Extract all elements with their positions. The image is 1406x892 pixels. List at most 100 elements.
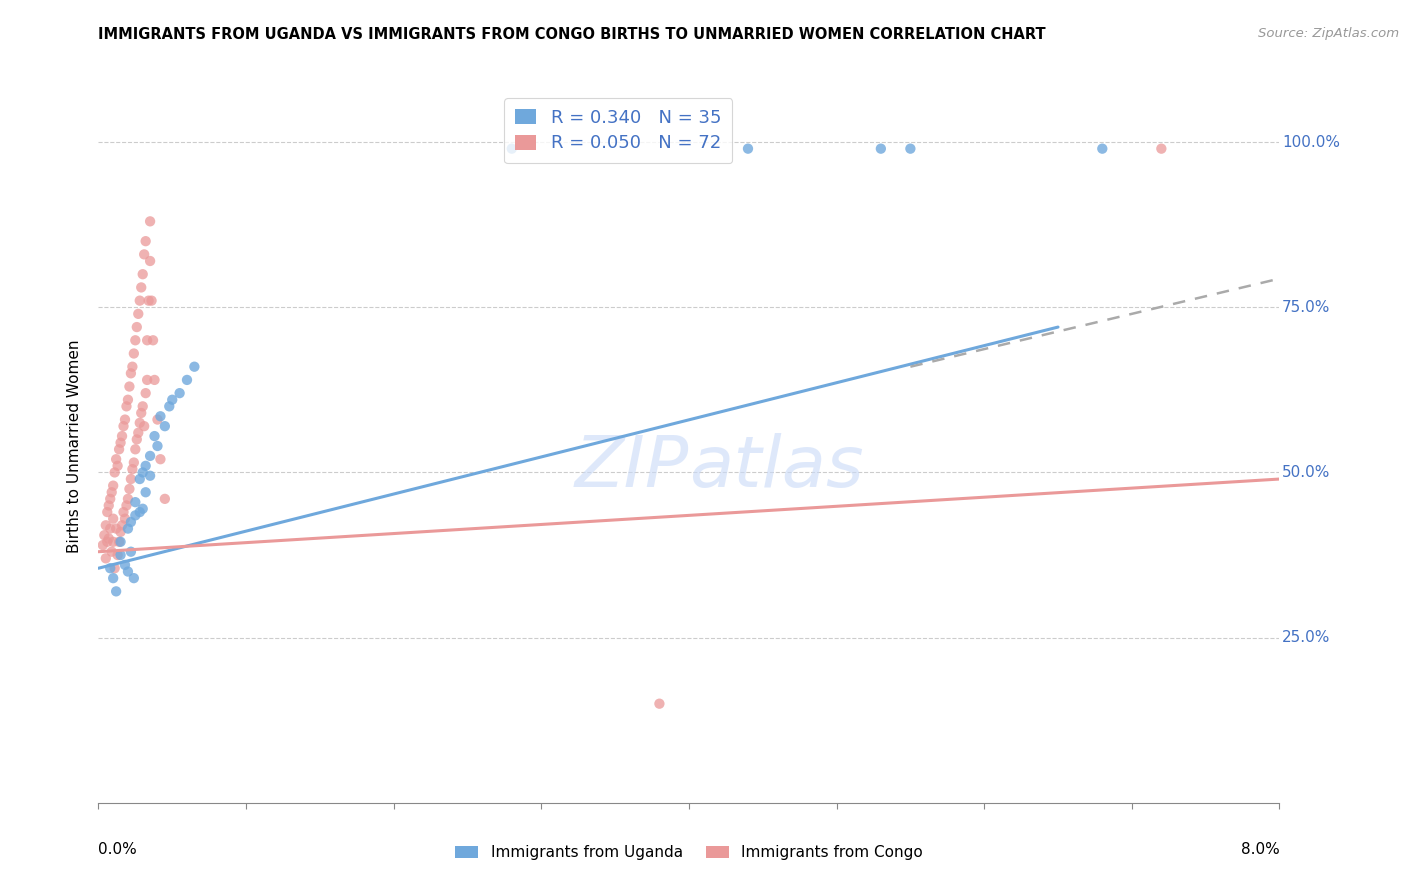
Point <box>128 293 150 308</box>
Point <box>128 472 150 486</box>
Point <box>124 442 146 457</box>
Point <box>139 254 162 268</box>
Point <box>120 472 142 486</box>
Point <box>100 485 122 500</box>
Point <box>94 518 117 533</box>
Point <box>121 359 143 374</box>
Point <box>120 367 142 381</box>
Point <box>1150 142 1173 156</box>
Point <box>1091 142 1114 156</box>
Point <box>105 452 128 467</box>
Point <box>125 320 148 334</box>
Point <box>98 522 121 536</box>
Point <box>104 561 127 575</box>
Point <box>118 379 141 393</box>
Text: 0.0%: 0.0% <box>98 842 138 857</box>
Point <box>103 511 124 525</box>
Point <box>110 435 132 450</box>
Point <box>129 406 152 420</box>
Point <box>153 491 176 506</box>
Point <box>162 392 183 407</box>
Text: 75.0%: 75.0% <box>1282 300 1330 315</box>
Point <box>149 452 172 467</box>
Point <box>124 508 146 523</box>
Text: 25.0%: 25.0% <box>1282 630 1330 645</box>
Point <box>132 267 155 281</box>
Point <box>110 534 132 549</box>
Point <box>135 386 157 401</box>
Point <box>869 142 891 156</box>
Point <box>125 433 148 447</box>
Point <box>128 505 150 519</box>
Point <box>134 419 156 434</box>
Point <box>149 409 172 424</box>
Point <box>128 416 150 430</box>
Point <box>183 359 205 374</box>
Point <box>737 142 759 156</box>
Point <box>114 511 136 525</box>
Point <box>103 571 124 585</box>
Point <box>108 534 131 549</box>
Text: ZIP: ZIP <box>575 433 689 502</box>
Text: Source: ZipAtlas.com: Source: ZipAtlas.com <box>1258 27 1399 40</box>
Point <box>120 515 142 529</box>
Point <box>98 561 121 575</box>
Point <box>98 491 121 506</box>
Text: IMMIGRANTS FROM UGANDA VS IMMIGRANTS FROM CONGO BIRTHS TO UNMARRIED WOMEN CORREL: IMMIGRANTS FROM UGANDA VS IMMIGRANTS FRO… <box>98 27 1046 42</box>
Point <box>139 468 162 483</box>
Point <box>91 538 114 552</box>
Point <box>138 293 160 308</box>
Point <box>135 458 157 473</box>
Point <box>117 565 139 579</box>
Point <box>127 425 149 440</box>
Point <box>501 142 523 156</box>
Point <box>105 522 128 536</box>
Point <box>142 333 165 347</box>
Point <box>157 400 180 414</box>
Point <box>132 400 155 414</box>
Point <box>146 439 169 453</box>
Point <box>129 280 152 294</box>
Point <box>124 333 146 347</box>
Point <box>117 491 139 506</box>
Point <box>103 478 124 492</box>
Point <box>136 373 159 387</box>
Y-axis label: Births to Unmarried Women: Births to Unmarried Women <box>67 339 83 553</box>
Point <box>120 545 142 559</box>
Point <box>111 429 134 443</box>
Point <box>111 518 134 533</box>
Point <box>135 485 157 500</box>
Point <box>134 247 156 261</box>
Point <box>97 499 120 513</box>
Text: 50.0%: 50.0% <box>1282 465 1330 480</box>
Point <box>100 545 122 559</box>
Point <box>121 462 143 476</box>
Point <box>115 499 138 513</box>
Point <box>122 456 145 470</box>
Point <box>117 392 139 407</box>
Point <box>648 697 671 711</box>
Point <box>898 142 921 156</box>
Point <box>114 558 136 572</box>
Point <box>139 449 162 463</box>
Point <box>104 466 127 480</box>
Legend: Immigrants from Uganda, Immigrants from Congo: Immigrants from Uganda, Immigrants from … <box>450 839 928 866</box>
Text: 8.0%: 8.0% <box>1240 842 1279 857</box>
Point <box>127 307 149 321</box>
Point <box>112 505 135 519</box>
Point <box>135 234 157 248</box>
Point <box>108 442 131 457</box>
Point <box>169 386 191 401</box>
Point <box>122 571 145 585</box>
Point <box>176 373 198 387</box>
Point <box>115 400 138 414</box>
Point <box>146 412 169 426</box>
Point <box>94 551 117 566</box>
Point <box>107 458 129 473</box>
Point <box>118 482 141 496</box>
Point <box>117 522 139 536</box>
Point <box>112 419 135 434</box>
Point <box>93 528 115 542</box>
Point <box>143 373 166 387</box>
Point <box>96 534 118 549</box>
